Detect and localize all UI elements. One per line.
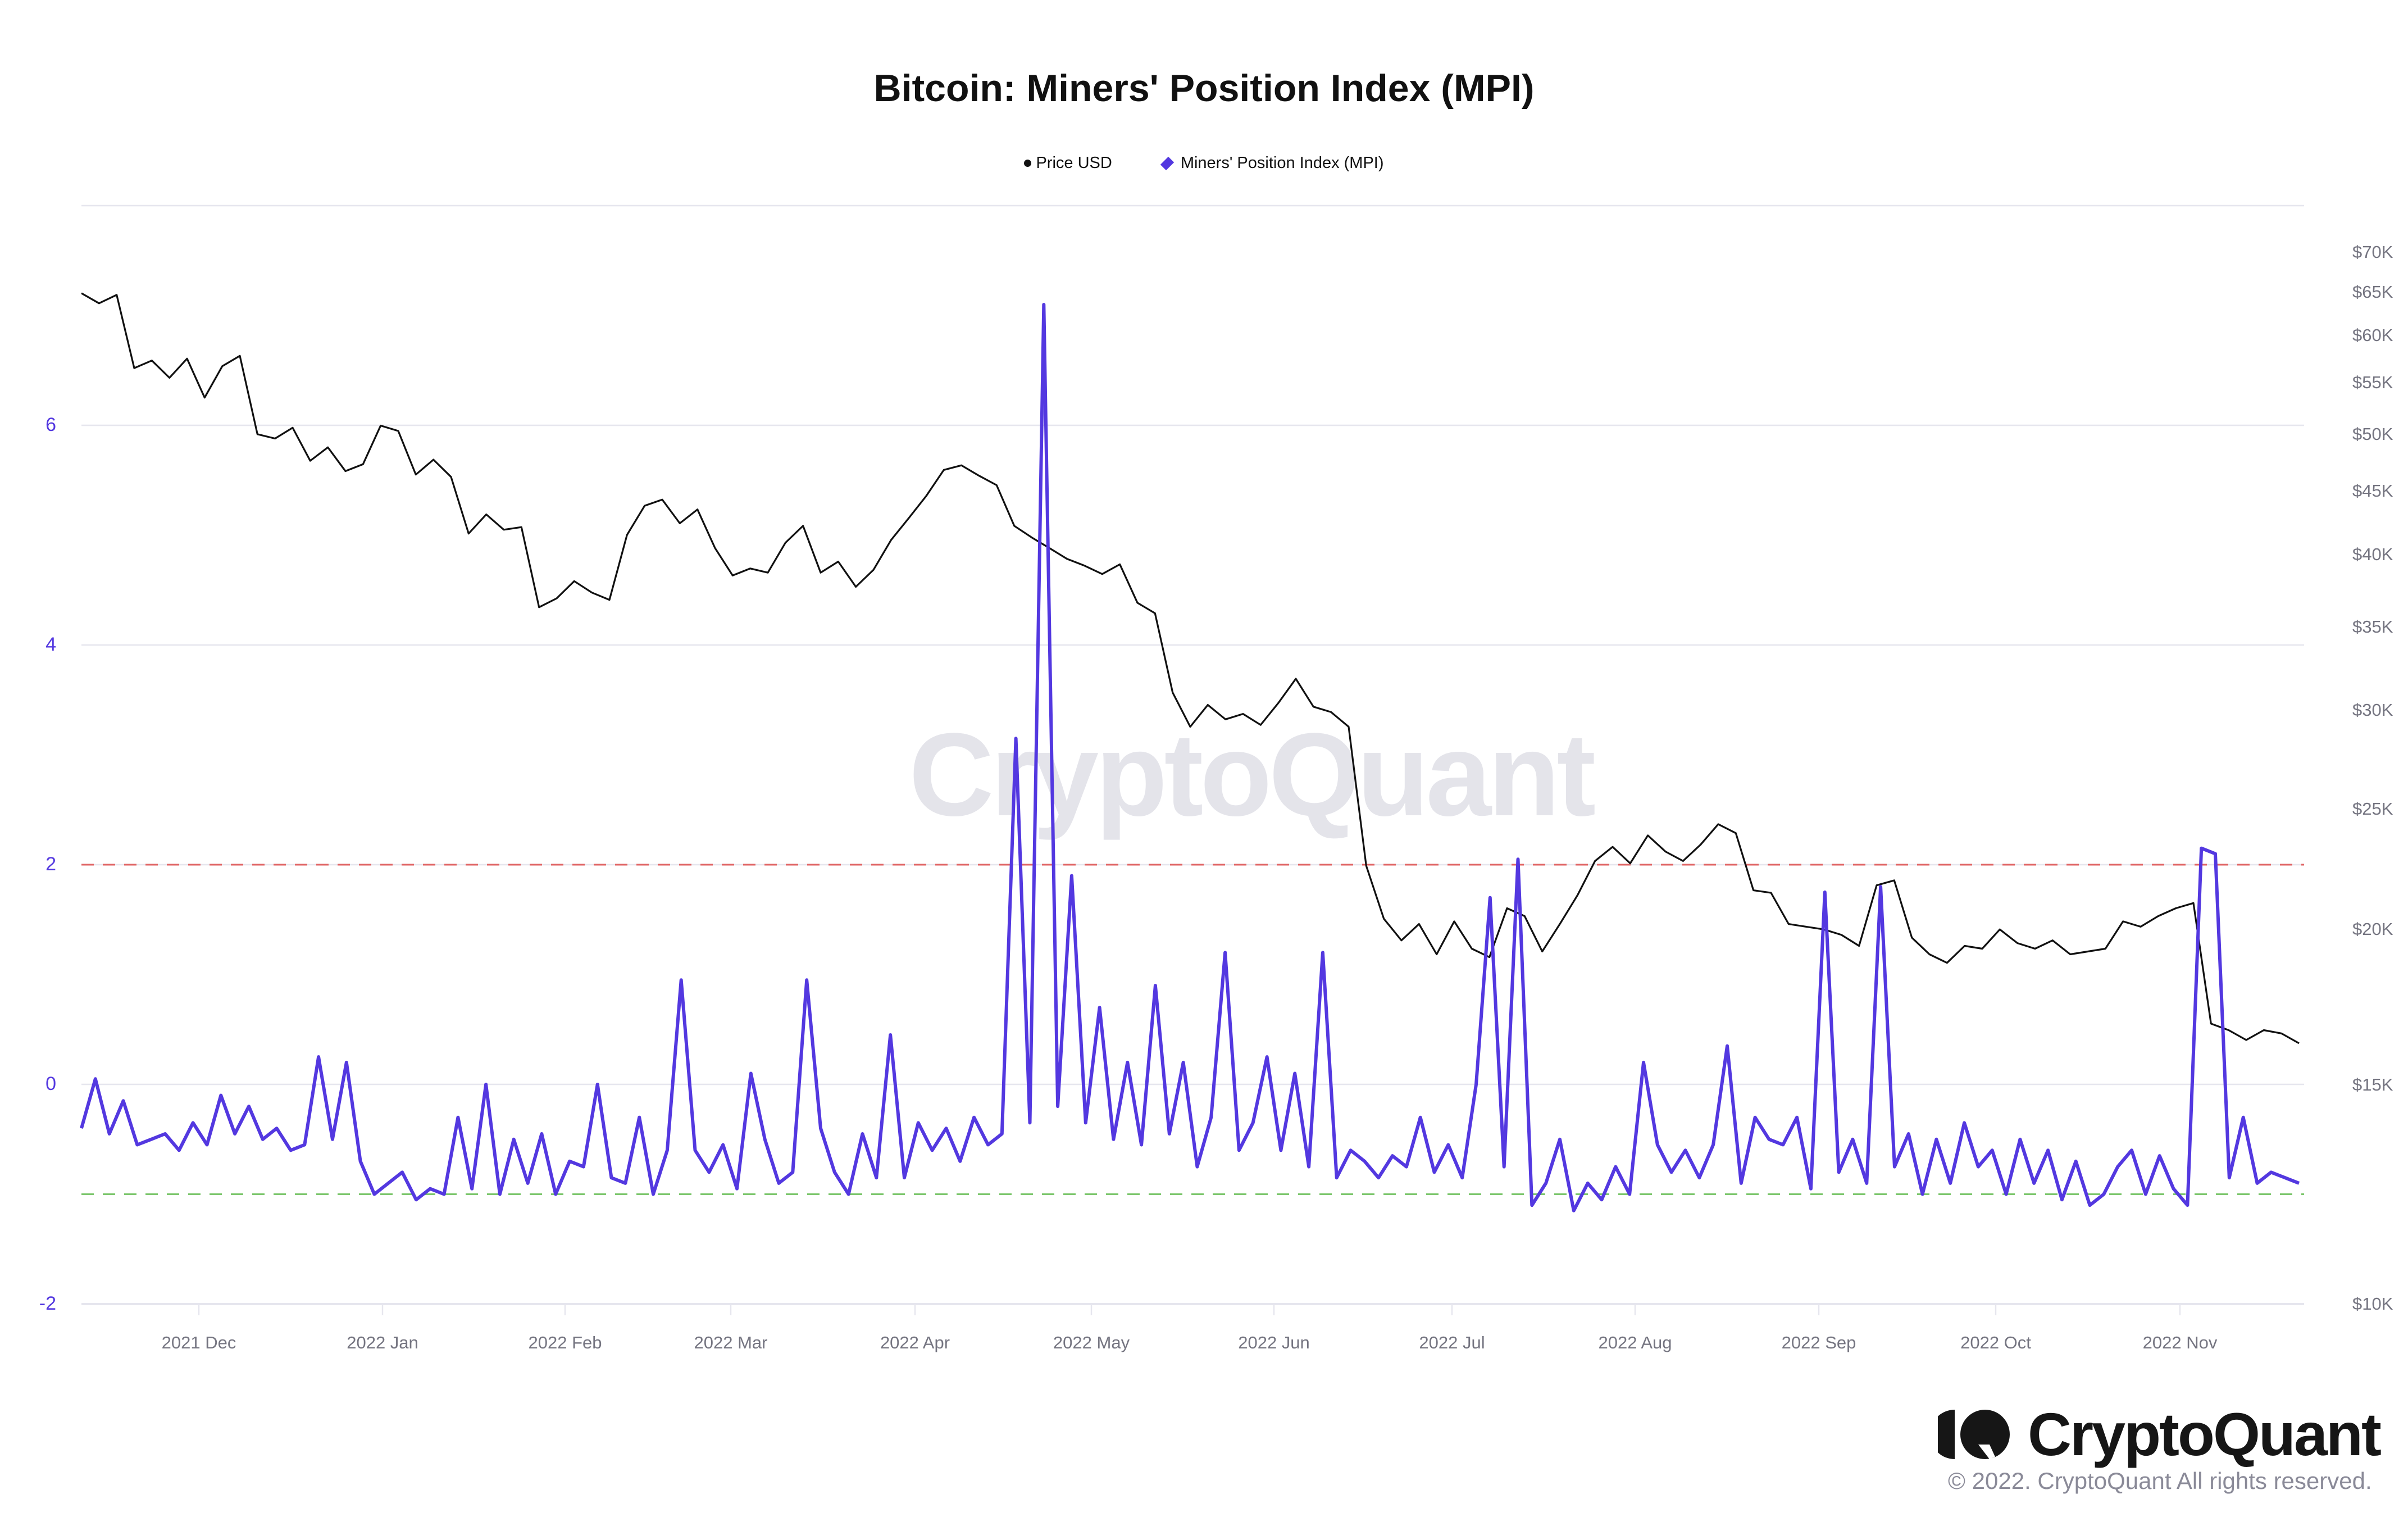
right-tick: $20K bbox=[2352, 919, 2393, 939]
right-tick: $50K bbox=[2352, 424, 2393, 444]
right-tick: $60K bbox=[2352, 325, 2393, 346]
x-tick: 2022 Feb bbox=[528, 1333, 602, 1352]
left-tick: 2 bbox=[45, 853, 56, 875]
x-tick: 2022 Sep bbox=[1781, 1333, 1856, 1352]
x-tick: 2022 Jun bbox=[1238, 1333, 1310, 1352]
chart-title: Bitcoin: Miners' Position Index (MPI) bbox=[873, 67, 1535, 110]
x-tick: 2022 Mar bbox=[694, 1333, 768, 1352]
right-tick: $15K bbox=[2352, 1074, 2393, 1094]
right-tick: $40K bbox=[2352, 544, 2393, 565]
x-tick: 2022 Jan bbox=[347, 1333, 418, 1352]
legend-item-price[interactable]: Price USD bbox=[1024, 154, 1112, 172]
legend: Price USD Miners' Position Index (MPI) bbox=[0, 154, 2408, 172]
x-tick: 2022 Nov bbox=[2142, 1333, 2218, 1352]
circle-marker-icon bbox=[1024, 160, 1032, 167]
left-tick: -2 bbox=[39, 1293, 56, 1314]
x-tick: 2021 Dec bbox=[161, 1333, 236, 1352]
brand-logo: CryptoQuant bbox=[1938, 1399, 2382, 1469]
x-tick: 2022 Aug bbox=[1598, 1333, 1672, 1352]
cryptoquant-logo-icon bbox=[1938, 1409, 2010, 1459]
gridlines bbox=[81, 205, 2304, 1305]
right-tick: $55K bbox=[2352, 373, 2393, 393]
x-tick: 2022 May bbox=[1053, 1333, 1130, 1352]
left-tick: 0 bbox=[45, 1073, 56, 1094]
left-tick: 4 bbox=[45, 634, 56, 655]
x-tick: 2022 Apr bbox=[880, 1333, 950, 1352]
legend-label-mpi: Miners' Position Index (MPI) bbox=[1180, 154, 1384, 172]
price-usd-line bbox=[81, 292, 2300, 1044]
right-tick: $30K bbox=[2352, 700, 2393, 720]
right-tick: $65K bbox=[2352, 282, 2393, 302]
brand-name: CryptoQuant bbox=[2028, 1400, 2382, 1468]
right-tick: $10K bbox=[2352, 1294, 2393, 1314]
threshold-lines bbox=[81, 864, 2304, 1195]
x-tick: 2022 Oct bbox=[1960, 1333, 2031, 1352]
right-tick: $70K bbox=[2352, 242, 2393, 262]
legend-label-price: Price USD bbox=[1036, 154, 1112, 172]
right-tick: $35K bbox=[2352, 616, 2393, 637]
mpi-line bbox=[80, 303, 2300, 1212]
x-tick: 2022 Jul bbox=[1419, 1333, 1485, 1352]
copyright-text: © 2022. CryptoQuant All rights reserved. bbox=[1948, 1468, 2372, 1494]
x-axis-ticks bbox=[198, 1304, 2181, 1315]
watermark: CryptoQuant bbox=[909, 708, 1596, 841]
right-tick: $45K bbox=[2352, 481, 2393, 501]
right-tick: $25K bbox=[2352, 798, 2393, 819]
left-tick: 6 bbox=[45, 414, 56, 435]
legend-item-mpi[interactable]: Miners' Position Index (MPI) bbox=[1160, 154, 1384, 172]
